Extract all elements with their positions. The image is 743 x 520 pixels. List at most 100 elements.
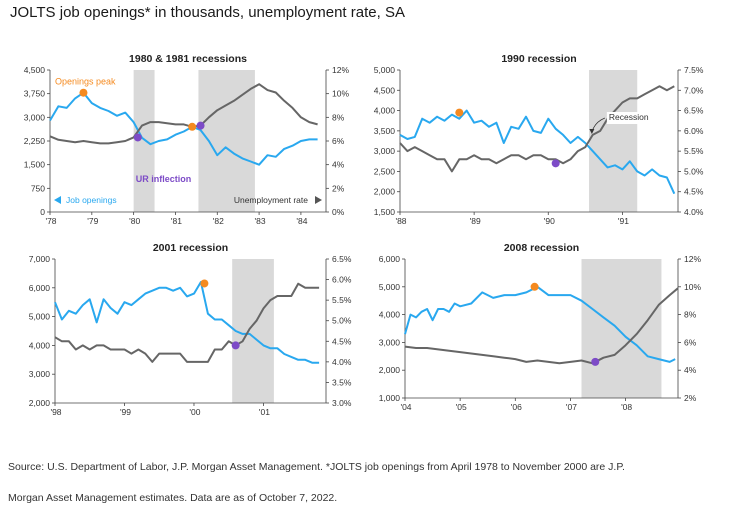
right-tick-label: 10% bbox=[684, 282, 701, 292]
x-tick-label: '80 bbox=[129, 216, 140, 226]
unemployment-rate-line bbox=[49, 83, 318, 145]
x-tick-label: '79 bbox=[87, 216, 98, 226]
left-tick-label: 1,500 bbox=[374, 207, 396, 217]
right-tick-label: 3.0% bbox=[332, 398, 352, 408]
left-tick-label: 2,000 bbox=[29, 398, 51, 408]
x-tick-label: '84 bbox=[296, 216, 307, 226]
right-tick-label: 6% bbox=[332, 136, 345, 146]
x-tick-label: '98 bbox=[50, 407, 61, 417]
panel-title: 1980 & 1981 recessions bbox=[129, 53, 247, 65]
left-tick-label: 5,000 bbox=[374, 65, 396, 75]
right-tick-label: 5.5% bbox=[684, 146, 704, 156]
panel-title: 1990 recession bbox=[501, 53, 576, 65]
right-tick-label: 4% bbox=[684, 365, 697, 375]
right-tick-label: 6% bbox=[684, 337, 697, 347]
ur-inflection-marker bbox=[231, 341, 240, 350]
ur-inflection-marker bbox=[196, 121, 205, 130]
left-tick-label: 4,000 bbox=[374, 106, 396, 116]
ur-inflection-label: UR inflection bbox=[136, 174, 192, 184]
x-tick-label: '04 bbox=[400, 402, 411, 412]
job-openings-line bbox=[399, 109, 676, 195]
x-tick-label: '81 bbox=[171, 216, 182, 226]
openings-peak-marker bbox=[200, 279, 209, 288]
left-tick-label: 5,000 bbox=[29, 312, 51, 322]
x-tick-label: '00 bbox=[189, 407, 200, 417]
right-tick-label: 12% bbox=[332, 65, 349, 75]
openings-peak-marker bbox=[455, 108, 464, 117]
left-tick-label: 3,500 bbox=[374, 126, 396, 136]
left-tick-label: 0 bbox=[40, 207, 45, 217]
x-tick-label: '78 bbox=[45, 216, 56, 226]
right-tick-label: 8% bbox=[332, 112, 345, 122]
left-tick-label: 1,000 bbox=[379, 393, 401, 403]
right-tick-label: 4% bbox=[332, 160, 345, 170]
right-tick-label: 5.0% bbox=[684, 166, 704, 176]
left-tick-label: 1,500 bbox=[24, 160, 46, 170]
left-tick-label: 5,000 bbox=[379, 282, 401, 292]
right-tick-label: 0% bbox=[332, 207, 345, 217]
recession-band bbox=[581, 259, 662, 398]
left-tick-label: 3,000 bbox=[379, 337, 401, 347]
x-tick-label: '07 bbox=[566, 402, 577, 412]
chart-panel-2001: 2001 recession 2,000 3,000 4,000 5,000 6,000 7… bbox=[29, 242, 352, 417]
panel-title: 2001 recession bbox=[153, 242, 228, 254]
chart-panel-2008: 2008 recession 1,000 2,000 3,000 4,000 5,000 6… bbox=[379, 242, 702, 412]
right-tick-label: 6.0% bbox=[332, 275, 352, 285]
right-tick-label: 6.0% bbox=[684, 126, 704, 136]
recession-arrow-head bbox=[589, 129, 595, 134]
legend-unemployment-rate: Unemployment rate bbox=[234, 195, 308, 205]
left-tick-label: 2,000 bbox=[379, 365, 401, 375]
unemployment-rate-line bbox=[404, 287, 679, 365]
x-tick-label: '05 bbox=[456, 402, 467, 412]
right-tick-label: 4.5% bbox=[332, 336, 352, 346]
left-tick-label: 4,500 bbox=[374, 85, 396, 95]
page-title: JOLTS job openings* in thousands, unempl… bbox=[10, 4, 405, 21]
left-tick-label: 6,000 bbox=[29, 283, 51, 293]
left-tick-label: 4,000 bbox=[29, 340, 51, 350]
job-openings-line bbox=[49, 91, 318, 166]
left-tick-label: 4,500 bbox=[24, 65, 46, 75]
x-tick-label: '01 bbox=[259, 407, 270, 417]
left-tick-label: 3,000 bbox=[29, 369, 51, 379]
x-tick-label: '06 bbox=[511, 402, 522, 412]
ur-inflection-marker bbox=[133, 133, 142, 142]
openings-peak-marker bbox=[530, 282, 539, 291]
panel-title: 2008 recession bbox=[504, 242, 579, 254]
legend-job-openings: Job openings bbox=[66, 195, 117, 205]
job-openings-line bbox=[54, 281, 320, 364]
x-tick-label: '99 bbox=[120, 407, 131, 417]
job-openings-line bbox=[404, 285, 676, 363]
left-tick-label: 2,250 bbox=[24, 136, 46, 146]
recession-label: Recession bbox=[609, 112, 649, 122]
recession-label-bg bbox=[606, 112, 655, 124]
right-tick-label: 6.5% bbox=[684, 106, 704, 116]
left-tick-label: 2,500 bbox=[374, 166, 396, 176]
openings-peak-marker bbox=[79, 88, 88, 97]
right-tick-label: 4.0% bbox=[684, 207, 704, 217]
ur-inflection-marker bbox=[591, 357, 600, 366]
recession-band bbox=[589, 70, 638, 212]
openings-peak-marker bbox=[188, 122, 197, 131]
recession-band bbox=[232, 259, 274, 403]
left-tick-label: 7,000 bbox=[29, 254, 51, 264]
ur-inflection-marker bbox=[551, 159, 560, 168]
left-arrow-icon bbox=[54, 196, 61, 204]
left-tick-label: 2,000 bbox=[374, 187, 396, 197]
left-tick-label: 6,000 bbox=[379, 254, 401, 264]
right-tick-label: 12% bbox=[684, 254, 701, 264]
unemployment-rate-line bbox=[54, 282, 320, 363]
right-tick-label: 7.5% bbox=[684, 65, 704, 75]
left-tick-label: 3,000 bbox=[24, 112, 46, 122]
chart-panel-1990: 1990 recession 1,500 2,000 2,500 3,000 3,500 4… bbox=[374, 53, 704, 226]
unemployment-rate-line bbox=[399, 85, 675, 173]
right-arrow-icon bbox=[315, 196, 322, 204]
right-tick-label: 2% bbox=[332, 183, 345, 193]
x-tick-label: '08 bbox=[621, 402, 632, 412]
x-tick-label: '91 bbox=[618, 216, 629, 226]
openings-peak-label: Openings peak bbox=[55, 77, 116, 87]
right-tick-label: 4.0% bbox=[332, 357, 352, 367]
right-tick-label: 2% bbox=[684, 393, 697, 403]
left-tick-label: 3,000 bbox=[374, 146, 396, 156]
chart-panel-1980-1981: 1980 & 1981 recessions 0 750 1,500 2,250 3,00… bbox=[24, 53, 350, 226]
right-tick-label: 5.5% bbox=[332, 295, 352, 305]
